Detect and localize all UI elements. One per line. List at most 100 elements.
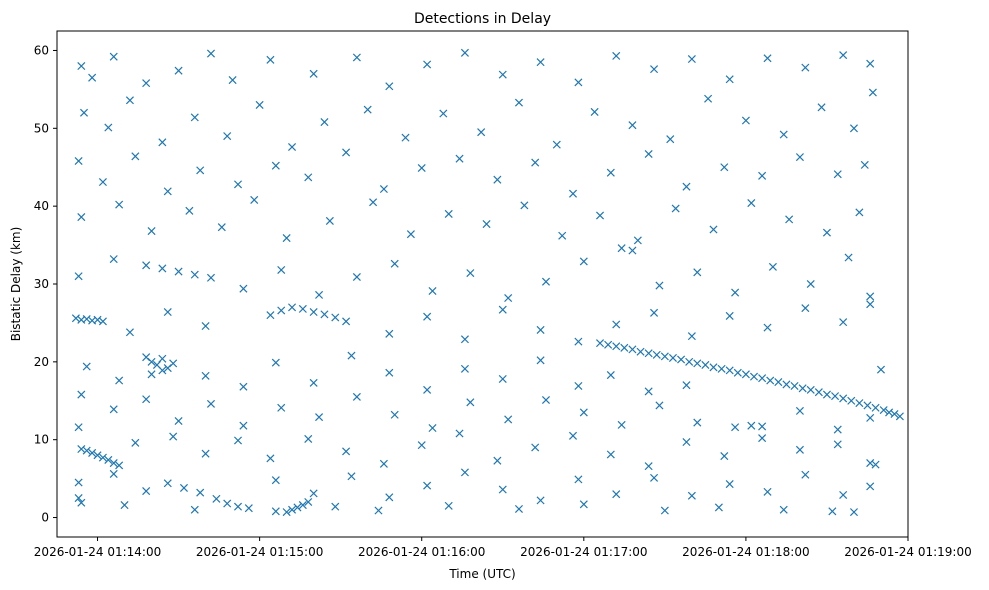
data-point [142, 261, 151, 270]
data-point [255, 100, 264, 109]
data-point [650, 308, 659, 317]
data-point [720, 452, 729, 461]
y-axis-ticks: 0 10 20 30 40 50 60 [34, 43, 57, 525]
data-point [849, 508, 858, 517]
data-point [725, 75, 734, 84]
data-point [763, 323, 772, 332]
data-point [423, 312, 432, 321]
x-tick-label: 2026-01-24 01:14:00 [34, 545, 161, 559]
x-axis-ticks: 2026-01-24 01:14:00 2026-01-24 01:15:00 20… [34, 537, 972, 559]
data-point [271, 358, 280, 367]
chart-title: Detections in Delay [414, 11, 551, 27]
data-point [652, 350, 661, 359]
data-point [250, 195, 259, 204]
data-point [574, 78, 583, 87]
data-point [131, 438, 140, 447]
data-point [82, 446, 91, 455]
data-point [650, 65, 659, 74]
data-point [666, 135, 675, 144]
data-point [660, 506, 669, 515]
data-point [612, 342, 621, 351]
data-point [606, 450, 615, 459]
data-point [725, 366, 734, 375]
data-point [79, 108, 89, 117]
data-point [833, 440, 842, 449]
data-point [74, 494, 83, 503]
data-point [682, 381, 691, 390]
data-point [498, 305, 507, 314]
data-point [558, 231, 567, 240]
data-point [109, 255, 118, 264]
data-point [660, 352, 669, 361]
data-point [520, 201, 529, 210]
data-point [731, 288, 740, 297]
data-point [379, 185, 388, 194]
data-point [482, 220, 491, 229]
data-point [460, 335, 469, 344]
data-point [239, 421, 248, 430]
data-point [876, 365, 886, 374]
data-point [282, 508, 291, 517]
data-point [288, 505, 297, 514]
data-point [190, 505, 199, 514]
data-point [158, 138, 167, 147]
data-point [223, 132, 232, 141]
data-point [331, 502, 340, 511]
data-point [77, 62, 86, 71]
data-point [536, 58, 545, 67]
data-point [758, 422, 767, 431]
data-point [514, 98, 523, 107]
data-point [428, 423, 437, 433]
data-point [717, 364, 726, 373]
data-point [687, 332, 696, 341]
data-point [93, 451, 102, 460]
data-point [423, 481, 432, 490]
data-point [833, 425, 842, 434]
y-tick-label: 50 [34, 121, 49, 135]
data-point [685, 357, 694, 366]
data-point [693, 418, 702, 427]
data-point [385, 368, 394, 377]
data-point [309, 378, 318, 387]
data-point [885, 408, 894, 417]
data-point [725, 311, 734, 320]
data-point [606, 371, 615, 380]
data-point [147, 227, 156, 236]
data-point [650, 473, 659, 482]
data-point [125, 96, 134, 105]
data-point [693, 359, 702, 368]
data-point [228, 76, 237, 85]
data-point [233, 502, 243, 511]
data-point [342, 317, 351, 326]
data-point [795, 406, 804, 415]
data-point [88, 73, 97, 82]
data-point [277, 265, 286, 275]
data-point [444, 209, 453, 218]
data-point [342, 447, 351, 456]
data-point [866, 459, 875, 468]
plot-area [56, 30, 909, 538]
data-point [77, 445, 86, 454]
data-point [801, 304, 810, 313]
data-point [828, 507, 837, 516]
data-point [866, 413, 875, 422]
data-point [574, 337, 583, 346]
data-point [644, 349, 653, 358]
data-point [709, 225, 718, 234]
data-point [779, 505, 788, 514]
data-point [801, 63, 810, 72]
x-tick-label: 2026-01-24 01:19:00 [844, 545, 971, 559]
y-tick-label: 0 [41, 511, 49, 525]
data-point [682, 438, 691, 447]
data-point [417, 163, 426, 173]
data-point [347, 351, 356, 360]
data-point [109, 459, 118, 468]
data-point [514, 504, 523, 513]
data-point [747, 199, 756, 208]
data-point [866, 482, 875, 491]
data-point [839, 490, 848, 499]
data-point [185, 206, 194, 215]
data-point [822, 228, 831, 237]
data-point [606, 168, 615, 177]
data-point [817, 103, 826, 112]
